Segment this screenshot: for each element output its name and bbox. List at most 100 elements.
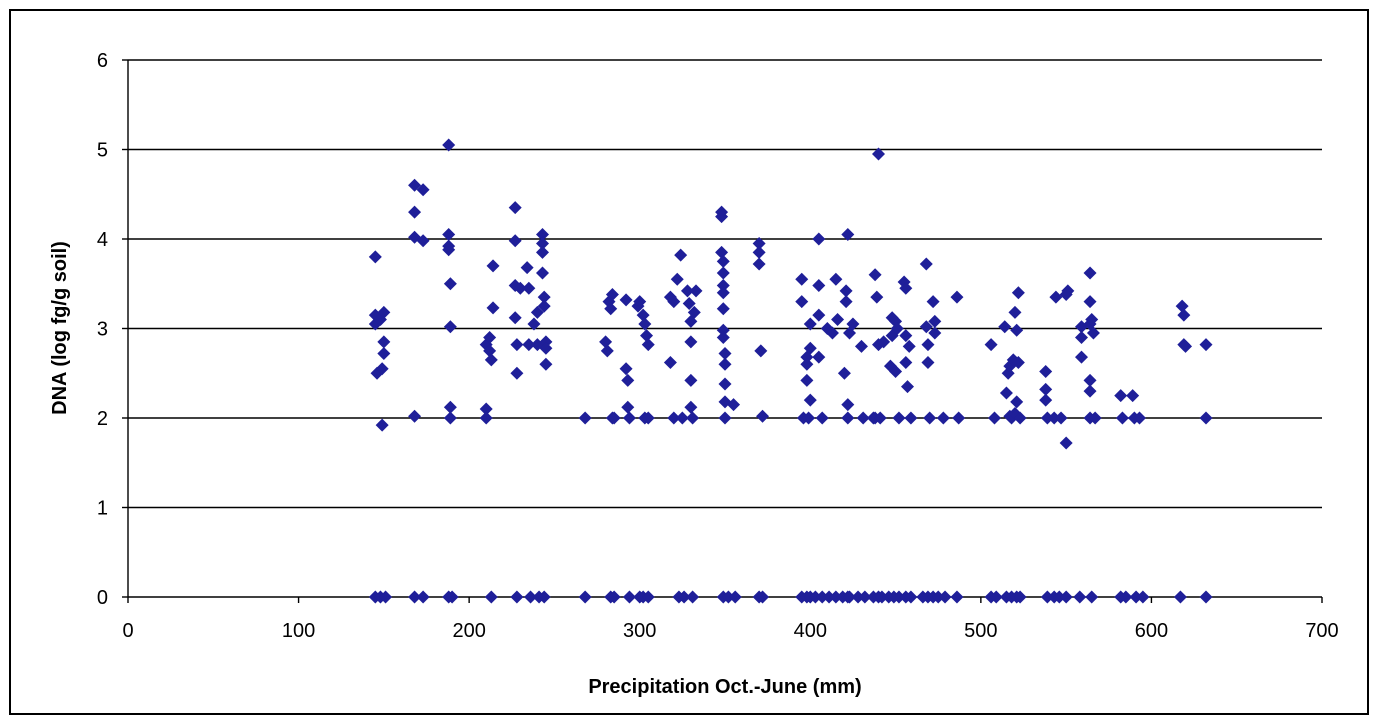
- data-point: [919, 257, 933, 271]
- data-point: [510, 590, 524, 604]
- data-point: [899, 281, 913, 295]
- data-point: [843, 590, 857, 604]
- data-point: [856, 411, 870, 425]
- data-point: [619, 293, 633, 307]
- data-point: [858, 590, 872, 604]
- data-point: [728, 590, 742, 604]
- data-point: [619, 362, 633, 376]
- data-point: [684, 373, 698, 387]
- data-point: [873, 411, 887, 425]
- data-point: [718, 411, 732, 425]
- data-point: [667, 411, 681, 425]
- x-tick-label-400: 400: [794, 620, 827, 642]
- data-point: [1136, 590, 1150, 604]
- data-point: [530, 305, 544, 319]
- data-point: [752, 236, 766, 250]
- data-point: [1074, 330, 1088, 344]
- data-point: [1013, 590, 1027, 604]
- data-point: [829, 590, 843, 604]
- data-point: [486, 259, 500, 273]
- data-point: [1074, 350, 1088, 364]
- data-point: [851, 590, 865, 604]
- data-point: [535, 266, 549, 280]
- data-point: [808, 590, 822, 604]
- data-point: [718, 357, 732, 371]
- data-point: [754, 344, 768, 358]
- data-point: [950, 590, 964, 604]
- data-point: [1086, 326, 1100, 340]
- data-point: [989, 590, 1003, 604]
- y-tick-label-3: 3: [97, 319, 108, 341]
- x-axis-title: Precipitation Oct.-June (mm): [588, 676, 861, 698]
- y-tick-label-5: 5: [97, 140, 108, 162]
- data-point: [442, 228, 456, 242]
- data-point: [621, 373, 635, 387]
- data-point: [1039, 393, 1053, 407]
- data-point: [715, 245, 729, 259]
- data-point: [868, 268, 882, 282]
- data-point: [829, 272, 843, 286]
- data-point: [1054, 411, 1068, 425]
- data-point: [1049, 290, 1063, 304]
- data-point: [443, 400, 457, 414]
- data-point: [537, 290, 551, 304]
- data-point: [1088, 411, 1102, 425]
- data-point: [605, 287, 619, 301]
- data-point: [1132, 411, 1146, 425]
- data-point: [670, 272, 684, 286]
- data-point: [680, 284, 694, 298]
- data-point: [1040, 590, 1054, 604]
- data-point: [812, 350, 826, 364]
- data-point: [1010, 395, 1024, 409]
- data-point: [539, 341, 553, 355]
- data-point: [928, 314, 942, 328]
- x-tick-label-600: 600: [1135, 620, 1168, 642]
- data-point: [870, 290, 884, 304]
- data-point: [928, 326, 942, 340]
- data-point: [377, 335, 391, 349]
- data-point: [892, 411, 906, 425]
- data-point: [1083, 295, 1097, 309]
- data-point: [641, 590, 655, 604]
- data-point: [1083, 384, 1097, 398]
- data-point: [408, 178, 422, 192]
- data-point: [756, 590, 770, 604]
- data-point: [416, 590, 430, 604]
- data-point: [950, 290, 964, 304]
- data-point: [1115, 411, 1129, 425]
- data-point: [931, 590, 945, 604]
- data-point: [486, 301, 500, 315]
- data-point: [675, 411, 689, 425]
- data-point: [899, 356, 913, 370]
- data-point: [408, 409, 422, 423]
- data-point: [815, 590, 829, 604]
- data-point: [938, 590, 952, 604]
- data-point: [1114, 389, 1128, 403]
- data-point: [510, 366, 524, 380]
- data-point: [875, 590, 889, 604]
- data-point: [641, 411, 655, 425]
- data-point: [923, 411, 937, 425]
- data-point: [1011, 356, 1025, 370]
- data-point: [1199, 338, 1213, 352]
- data-point: [508, 201, 522, 215]
- data-point: [889, 364, 903, 378]
- data-point: [802, 411, 816, 425]
- data-point: [484, 353, 498, 367]
- data-point: [508, 311, 522, 325]
- data-point: [622, 590, 636, 604]
- data-point: [812, 232, 826, 246]
- data-point: [716, 302, 730, 316]
- data-point: [1179, 339, 1193, 353]
- data-point: [926, 295, 940, 309]
- data-point: [803, 393, 817, 407]
- data-point: [578, 411, 592, 425]
- data-point: [795, 272, 809, 286]
- x-tick-label-700: 700: [1305, 620, 1338, 642]
- data-point: [510, 338, 524, 352]
- data-point: [442, 243, 456, 257]
- data-point: [715, 210, 729, 224]
- data-point: [633, 295, 647, 309]
- data-point: [839, 295, 853, 309]
- data-point: [1011, 286, 1025, 300]
